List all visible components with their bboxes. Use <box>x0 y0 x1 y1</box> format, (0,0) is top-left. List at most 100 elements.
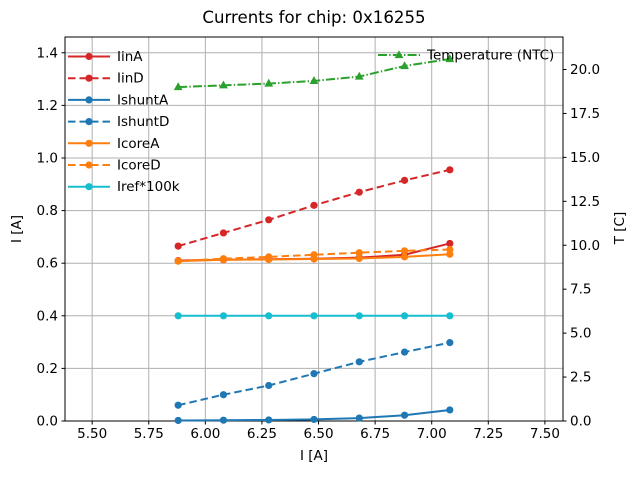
data-point-marker <box>446 339 454 347</box>
data-point-marker <box>445 54 455 63</box>
y-right-tick-label: 0.0 <box>570 414 591 430</box>
legend-label: IshuntA <box>117 92 169 108</box>
y-right-tick-label: 7.5 <box>570 282 591 298</box>
legend-item-iref-100k: Iref*100k <box>68 179 180 195</box>
legend-sample-marker <box>85 52 93 61</box>
y-right-tick-label: 2.5 <box>570 370 591 386</box>
x-tick-label: 7.00 <box>417 426 447 442</box>
data-point-marker <box>174 312 182 320</box>
data-point-marker <box>265 416 273 424</box>
legend-label: IcoreD <box>117 158 161 174</box>
data-point-marker <box>355 312 363 320</box>
x-tick-label: 6.75 <box>360 426 390 442</box>
legend-item-icorea: IcoreA <box>68 136 160 152</box>
data-point-marker <box>354 71 364 80</box>
legend-label: Iref*100k <box>117 179 180 195</box>
y-right-tick-label: 10.0 <box>570 238 600 254</box>
y-left-tick-label: 0.6 <box>37 256 58 272</box>
legend-item-temperature-ntc: Temperature (NTC) <box>378 48 554 64</box>
data-point-marker <box>265 253 273 261</box>
data-point-marker <box>446 166 454 174</box>
data-point-marker <box>219 229 228 237</box>
legend-item-ishunta: IshuntA <box>68 92 169 108</box>
data-point-marker <box>174 416 182 425</box>
x-tick-label: 6.00 <box>190 426 220 442</box>
data-point-marker <box>400 348 409 356</box>
data-point-marker <box>264 78 274 87</box>
data-point-marker <box>265 312 273 320</box>
data-point-marker <box>174 401 182 409</box>
y-axis-left-ticks: 0.0 0.2 0.4 0.6 0.8 1.0 1.2 1.4 <box>37 45 65 430</box>
y-axis-right-ticks: 0.0 2.5 5.0 7.5 10.0 12.5 15.0 17.5 20.0 <box>563 62 600 430</box>
x-tick-label: 5.75 <box>134 426 164 442</box>
data-point-marker <box>309 76 319 85</box>
legend-sample-marker <box>85 96 93 104</box>
data-point-marker <box>310 312 318 320</box>
y-left-tick-label: 1.4 <box>37 45 58 61</box>
y-right-tick-label: 5.0 <box>570 326 591 342</box>
x-tick-label: 6.25 <box>247 426 277 442</box>
data-point-marker <box>174 242 182 250</box>
data-point-marker <box>310 201 318 209</box>
data-point-marker <box>400 61 409 70</box>
y-right-tick-label: 12.5 <box>570 194 600 210</box>
y-right-tick-label: 20.0 <box>570 62 600 78</box>
legend-item-iind: IinD <box>68 71 144 87</box>
legend-label: IshuntD <box>117 114 169 130</box>
data-point-marker <box>173 82 183 91</box>
legend-sample-marker <box>85 161 93 169</box>
legend-sample-marker <box>85 118 93 126</box>
series-icored <box>174 245 454 265</box>
legend-label: IinA <box>117 49 143 65</box>
data-point-marker <box>265 381 273 390</box>
series-ishuntd <box>174 339 454 409</box>
data-point-marker <box>310 415 318 424</box>
chart-title: Currents for chip: 0x16255 <box>202 8 426 27</box>
y-left-tick-label: 1.0 <box>37 150 58 166</box>
x-tick-label: 7.25 <box>473 426 503 442</box>
x-tick-label: 6.50 <box>303 426 333 442</box>
legend-item-iina: IinA <box>68 49 143 65</box>
legend-label: IinD <box>117 71 144 87</box>
data-point-marker <box>310 251 318 259</box>
data-point-marker <box>400 253 409 261</box>
x-tick-label: 5.50 <box>77 426 107 442</box>
data-point-marker <box>219 391 228 399</box>
y-right-tick-label: 17.5 <box>570 106 600 122</box>
data-point-marker <box>446 312 454 320</box>
y-left-tick-label: 0.4 <box>37 308 58 324</box>
x-axis-ticks: 5.50 5.75 6.00 6.25 6.50 6.75 7.00 7.25 7.50 <box>77 421 560 442</box>
data-point-marker <box>446 406 454 414</box>
data-point-marker <box>446 239 454 248</box>
series-ishunta <box>174 406 454 425</box>
data-point-marker <box>355 188 363 196</box>
data-point-marker <box>174 257 182 265</box>
y-left-tick-label: 1.2 <box>37 98 58 114</box>
legend-label: IcoreA <box>117 136 160 152</box>
legend-sample-marker <box>85 183 93 191</box>
data-point-marker <box>355 254 363 263</box>
data-point-marker <box>219 80 228 89</box>
data-point-marker <box>400 247 409 255</box>
series-temperature-ntc <box>173 54 455 91</box>
data-point-marker <box>219 416 228 424</box>
y-left-tick-label: 0.0 <box>37 414 58 430</box>
x-axis-label: I [A] <box>299 448 329 464</box>
data-point-marker <box>310 370 318 378</box>
x-tick-label: 7.50 <box>530 426 560 442</box>
data-point-marker <box>400 176 409 184</box>
data-point-marker <box>446 245 454 254</box>
legend-item-ishuntd: IshuntD <box>68 114 169 130</box>
legend-sample-marker <box>394 50 404 59</box>
data-point-marker <box>355 414 363 422</box>
legend-item-icored: IcoreD <box>68 158 161 174</box>
data-point-marker <box>400 411 409 419</box>
y-left-tick-label: 0.8 <box>37 203 58 219</box>
data-point-marker <box>219 312 228 320</box>
series-iind <box>174 166 454 250</box>
y-right-tick-label: 15.0 <box>570 150 600 166</box>
y-left-tick-label: 0.2 <box>37 361 58 377</box>
legend-label: Temperature (NTC) <box>426 48 554 64</box>
